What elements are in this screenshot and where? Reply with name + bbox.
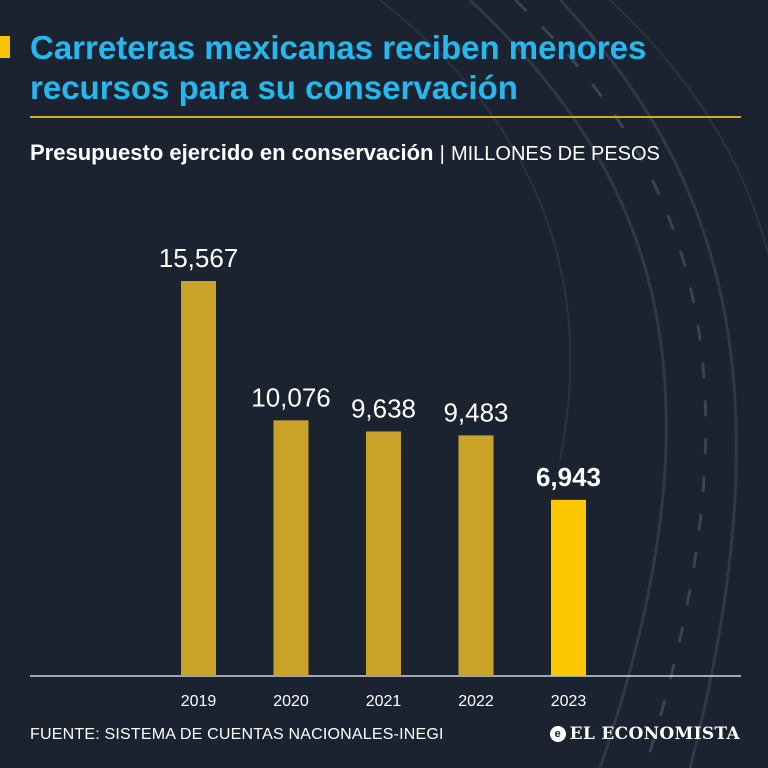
x-tick-label-2022: 2022 [458,693,494,710]
brand-globe-icon: e [549,726,566,742]
bar-2022 [458,435,494,676]
value-label-2020: 10,076 [251,382,331,412]
subtitle-separator: | [439,143,445,165]
bar-2020 [273,420,309,676]
value-label-2022: 9,483 [443,397,508,427]
subtitle-main: Presupuesto ejercido en conservación [30,140,434,165]
source-note: FUENTE: SISTEMA DE CUENTAS NACIONALES-IN… [30,726,444,743]
bar-2023 [551,499,586,676]
title-divider [30,116,741,118]
x-tick-label-2021: 2021 [366,693,402,710]
x-tick-label-2023: 2023 [551,693,587,710]
accent-bar [0,36,10,58]
chart-subtitle: Presupuesto ejercido en conservación | M… [30,140,660,166]
subtitle-unit: MILLONES DE PESOS [450,143,660,165]
x-tick-label-2020: 2020 [273,693,309,710]
brand-logo: e EL ECONOMISTA [549,724,740,744]
bar-2021 [366,431,401,676]
value-label-2021: 9,638 [351,393,416,423]
brand-name: EL ECONOMISTA [569,724,740,744]
page-title: Carreteras mexicanas reciben menores rec… [30,29,647,106]
value-label-2023: 6,943 [536,462,601,492]
x-tick-label-2019: 2019 [181,693,217,710]
value-label-2019: 15,567 [159,243,239,273]
bar-2019 [181,280,216,676]
